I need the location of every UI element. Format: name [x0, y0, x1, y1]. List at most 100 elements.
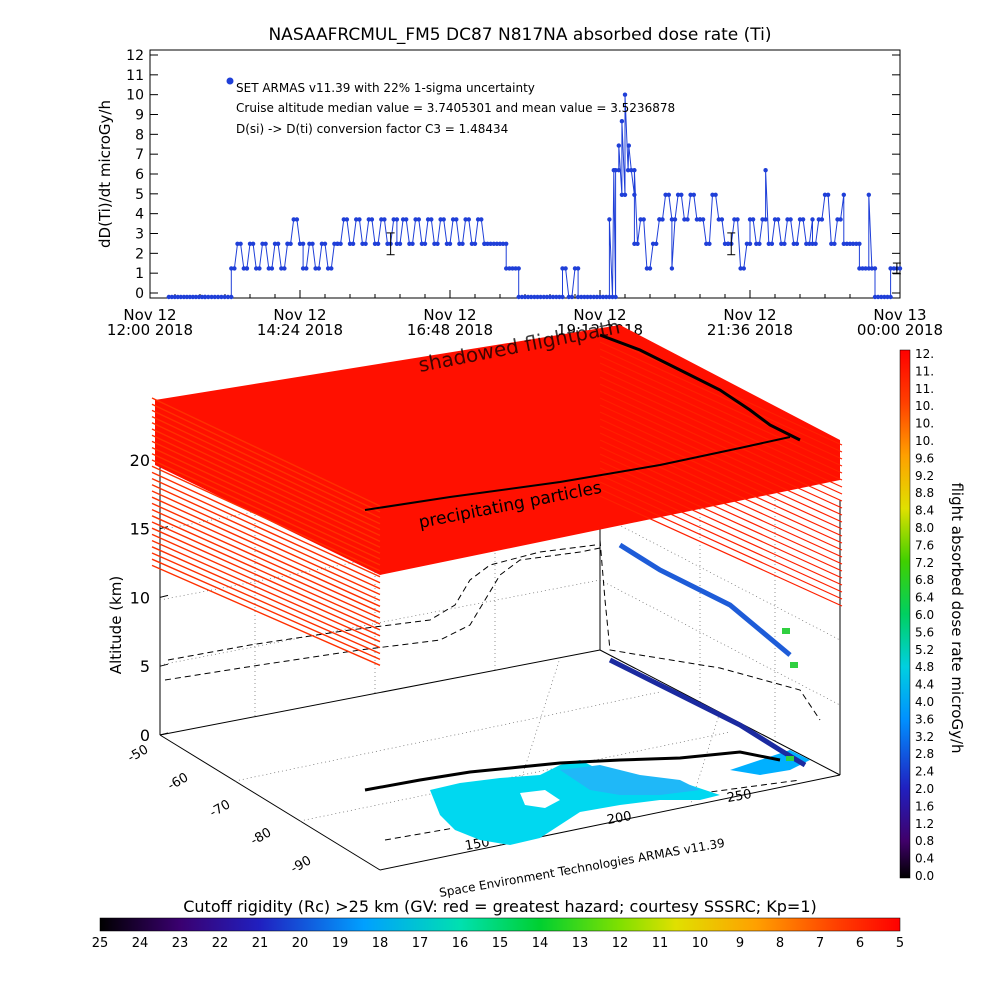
- rigidity-sheet-hatch: [151, 564, 381, 666]
- dose-colorbar-tick-label: 10.: [915, 399, 934, 413]
- rigidity-sheet-hatch: [151, 521, 381, 625]
- dose-point: [850, 241, 856, 246]
- x-tick-label-date: Nov 12: [573, 306, 626, 324]
- dose-point: [219, 294, 224, 300]
- dose-point: [291, 217, 296, 222]
- dose-point: [475, 217, 481, 222]
- dose-point: [632, 241, 637, 246]
- dose-point: [279, 266, 284, 271]
- dose-point: [613, 294, 618, 300]
- dose-point: [282, 266, 287, 271]
- dose-point: [875, 294, 881, 300]
- dose-point: [541, 294, 546, 300]
- rigidity-sheet-hatch-right: [599, 383, 843, 495]
- dose-point: [504, 266, 509, 271]
- dose-point: [744, 241, 750, 246]
- dose-point: [741, 266, 746, 271]
- dose-point: [538, 294, 543, 300]
- dose-point: [619, 119, 625, 124]
- dose-point: [738, 266, 743, 271]
- dose-point: [325, 266, 331, 271]
- rigidity-tick-label: 24: [132, 936, 149, 951]
- dose-point: [272, 241, 278, 246]
- dose-colorbar-tick-label: 8.0: [915, 521, 934, 535]
- dose-point: [525, 294, 531, 300]
- 3d-axes-box: [159, 410, 841, 871]
- dose-point: [404, 217, 409, 222]
- dose-point: [335, 241, 340, 246]
- rigidity-sheet-hatch: [151, 558, 381, 661]
- altitude-tick-label: 15: [130, 520, 150, 539]
- dose-point: [304, 266, 309, 271]
- dose-point: [747, 241, 753, 246]
- rigidity-tick-label: 9: [736, 936, 744, 951]
- dose-colorbar-tick-label: 11.: [915, 382, 934, 396]
- dose-point: [779, 241, 784, 246]
- rigidity-tick-label: 17: [412, 936, 429, 951]
- dose-point: [322, 241, 328, 246]
- dose-point: [369, 217, 375, 222]
- dose-point: [569, 294, 575, 300]
- dose-point: [819, 217, 825, 222]
- rigidity-tick-label: 16: [452, 936, 469, 951]
- dose-point: [460, 241, 465, 246]
- dose-point: [432, 241, 437, 246]
- dose-point: [882, 294, 887, 300]
- altitude-axis-ticks: 0 5 10 15 20: [130, 451, 169, 745]
- dose-point: [206, 294, 211, 300]
- flightpath-right-wall-lower: [608, 657, 807, 768]
- altitude-tick-mark: [159, 663, 169, 667]
- rigidity-colorbar: Cutoff rigidity (Rc) >25 km (GV: red = g…: [92, 897, 904, 951]
- dose-point: [510, 266, 515, 271]
- dose-point: [375, 241, 381, 246]
- green-hotspots: [782, 628, 798, 761]
- dose-point: [788, 217, 793, 222]
- dose-point: [400, 217, 406, 222]
- dose-point: [566, 294, 571, 300]
- flightpath-precipitating-line: [364, 436, 791, 511]
- dose-point: [247, 241, 253, 246]
- dose-point: [857, 241, 862, 246]
- rigidity-sheet-hatch: [151, 477, 381, 584]
- dose-point: [622, 192, 628, 197]
- latitude-tick-label: -80: [248, 825, 274, 849]
- dose-point: [263, 241, 268, 246]
- rigidity-tick-label: 5: [896, 936, 904, 951]
- dose-point: [516, 266, 521, 271]
- x-tick-label-time: 21:36 2018: [707, 321, 793, 339]
- rigidity-sheet-hatch: [151, 490, 381, 596]
- dose-point: [888, 266, 893, 271]
- dose-point: [575, 294, 581, 300]
- rigidity-tick-label: 22: [212, 936, 229, 951]
- cutoff-rigidity-sheet: [151, 325, 843, 666]
- dose-point: [575, 266, 581, 271]
- dose-point: [635, 241, 640, 246]
- dose-point: [691, 192, 696, 197]
- dose-point: [394, 217, 400, 222]
- rigidity-sheet-hatch-right: [599, 495, 843, 607]
- dose-point: [354, 217, 359, 222]
- dose-point: [385, 241, 390, 246]
- rigidity-sheet-hatch-right: [599, 481, 843, 593]
- dose-point: [616, 168, 621, 173]
- dose-point: [588, 294, 593, 300]
- dose-point: [547, 294, 553, 300]
- dose-point: [416, 217, 421, 222]
- rigidity-sheet-hatch: [151, 496, 381, 602]
- dose-point: [275, 241, 281, 246]
- rigidity-tick-label: 12: [612, 936, 629, 951]
- x-tick-label-time: 16:48 2018: [407, 321, 493, 339]
- dose-point: [341, 217, 346, 222]
- rigidity-sheet-hatch-right: [599, 376, 843, 488]
- dose-point: [679, 192, 684, 197]
- x-tick-label-date: Nov 12: [723, 306, 776, 324]
- rigidity-sheet-hatch-right: [599, 460, 843, 572]
- dose-point: [212, 294, 217, 300]
- dose-point: [454, 217, 459, 222]
- dose-point: [629, 168, 634, 173]
- dose-point: [694, 217, 700, 222]
- latitude-tick-label: -60: [165, 770, 191, 794]
- rigidity-sheet-hatch-right: [599, 390, 843, 502]
- y-tick-label: 5: [135, 187, 144, 203]
- dose-point: [472, 241, 478, 246]
